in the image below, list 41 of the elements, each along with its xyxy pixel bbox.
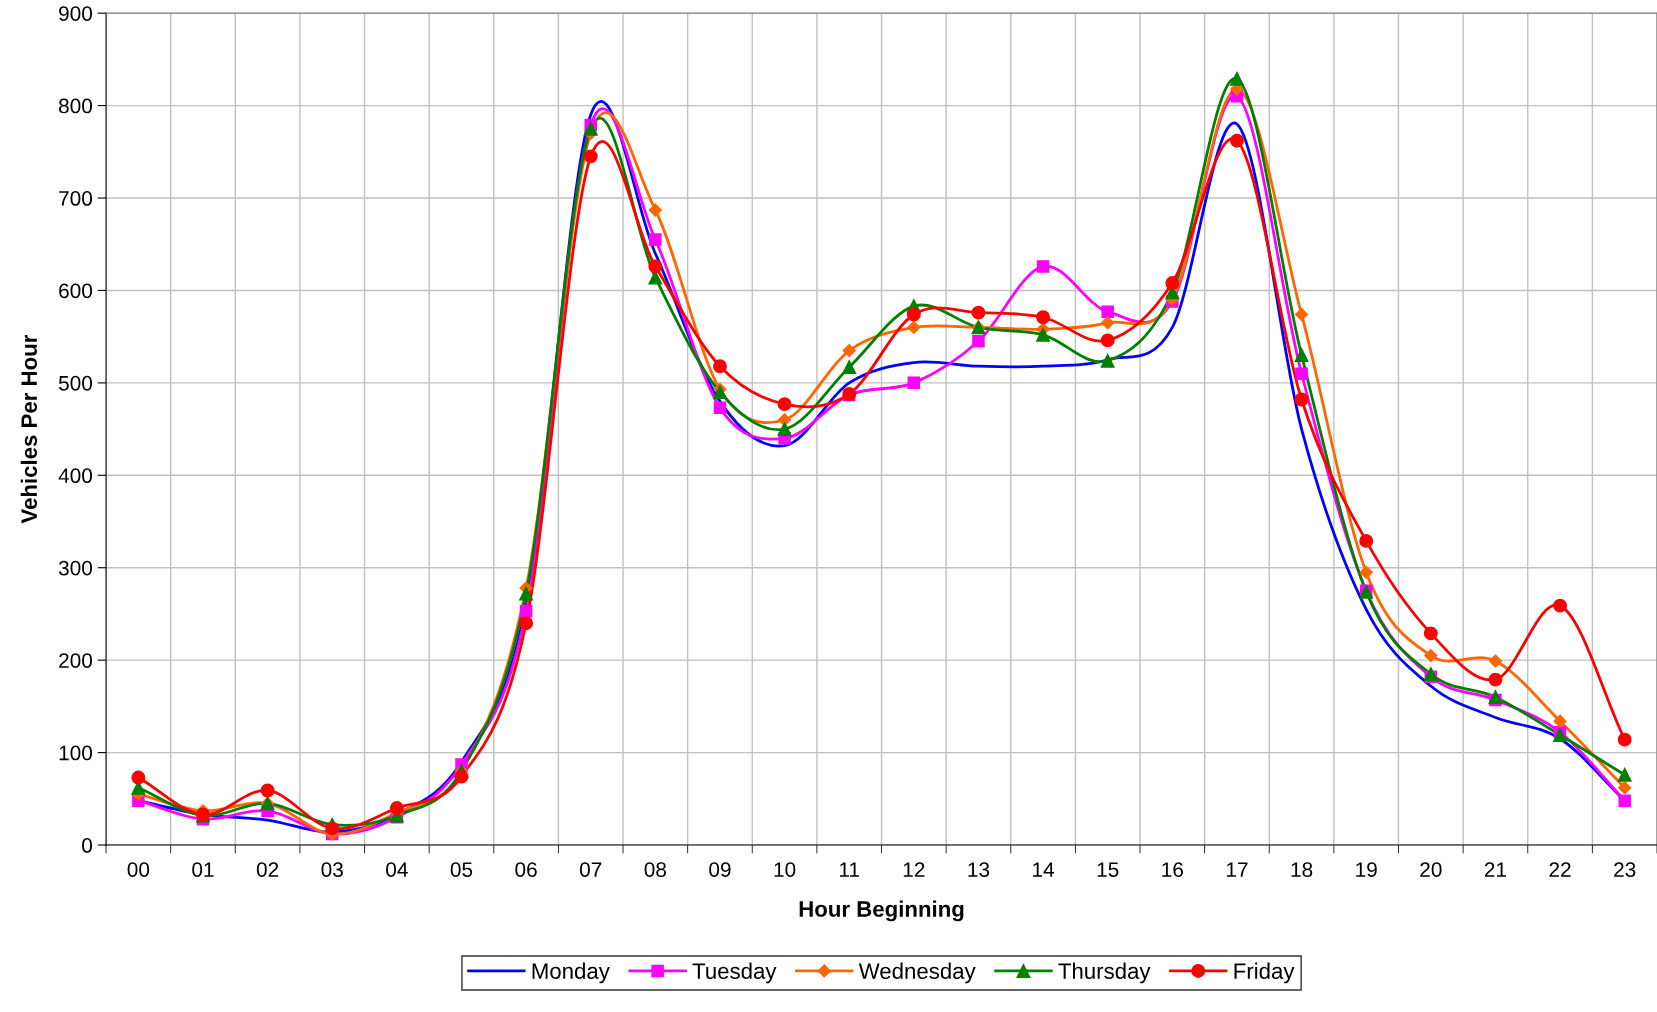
- y-tick-label: 800: [59, 98, 93, 114]
- legend-label: Friday: [1234, 962, 1295, 984]
- legend-label: Tuesday: [692, 962, 777, 984]
- y-tick-label: 600: [59, 283, 93, 299]
- x-tick-label: 17: [1226, 862, 1248, 877]
- y-axis-title: Vehicles Per Hour: [20, 334, 38, 524]
- y-tick-label: 700: [59, 191, 93, 206]
- x-tick-label: 10: [774, 862, 796, 877]
- x-tick-label: 11: [839, 862, 860, 877]
- x-tick-label: 19: [1356, 862, 1377, 877]
- legend-label: Monday: [532, 962, 610, 984]
- y-tick-label: 900: [59, 6, 93, 21]
- x-tick-label: 22: [1549, 862, 1571, 877]
- y-tick-label: 100: [59, 745, 93, 761]
- x-tick-label: 06: [515, 862, 537, 877]
- y-tick-label: 0: [82, 838, 93, 853]
- x-tick-label: 04: [386, 862, 408, 877]
- x-tick-label: 16: [1162, 862, 1183, 877]
- x-tick-label: 09: [709, 862, 731, 877]
- x-tick-label: 15: [1097, 862, 1119, 877]
- x-tick-label: 05: [450, 862, 473, 877]
- x-tick-label: 03: [321, 862, 343, 877]
- x-tick-label: 02: [256, 862, 279, 877]
- x-tick-label: 13: [968, 862, 990, 877]
- y-tick-label: 300: [58, 560, 93, 576]
- legend-label: Wednesday: [858, 962, 976, 984]
- x-axis-title: Hour Beginning: [799, 900, 964, 922]
- x-tick-label: 12: [903, 862, 925, 877]
- y-tick-label: 500: [58, 375, 93, 391]
- x-tick-label: 21: [1484, 862, 1507, 877]
- x-tick-label: 20: [1420, 862, 1442, 877]
- legend-label: Thursday: [1058, 962, 1151, 984]
- x-tick-label: 01: [192, 862, 214, 877]
- x-tick-label: 14: [1033, 862, 1055, 877]
- x-tick-label: 07: [579, 862, 602, 877]
- x-tick-label: 08: [644, 862, 667, 877]
- x-tick-label: 23: [1614, 862, 1636, 877]
- x-tick-label: 00: [127, 862, 150, 877]
- y-tick-label: 400: [58, 468, 93, 484]
- y-tick-label: 200: [59, 653, 93, 668]
- x-tick-label: 18: [1291, 862, 1313, 877]
